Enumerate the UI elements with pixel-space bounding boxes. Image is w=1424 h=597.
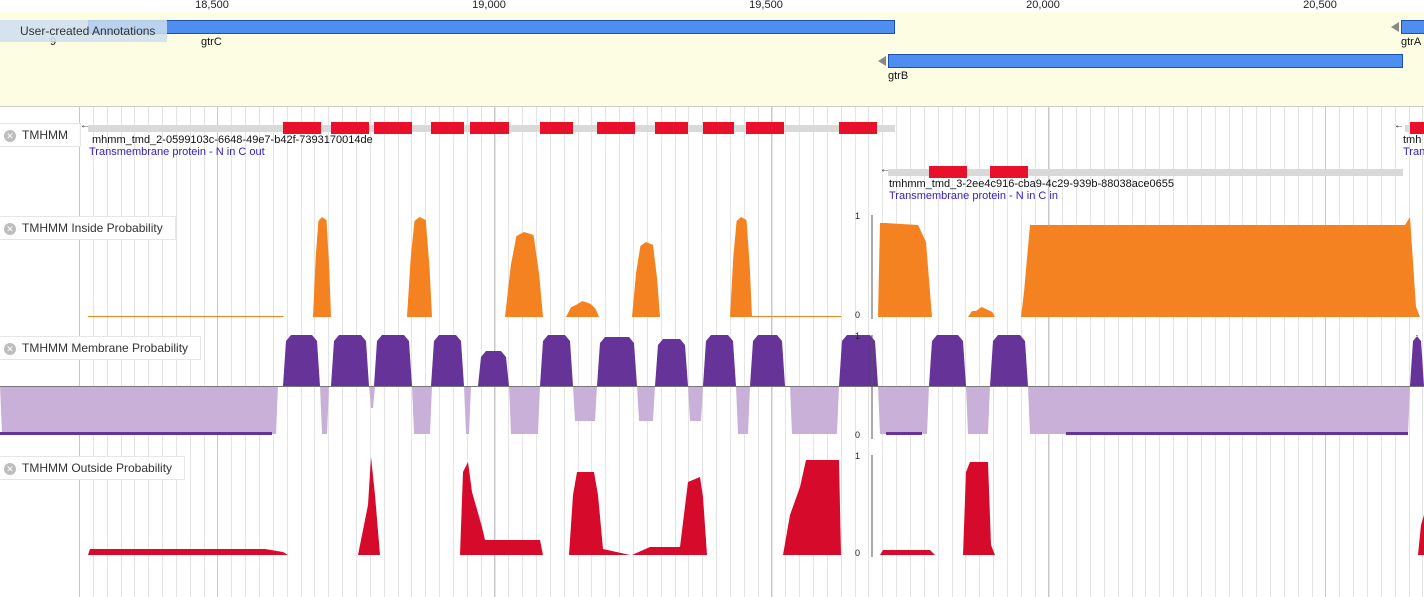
- track-label-text: TMHMM Membrane Probability: [22, 341, 189, 355]
- tm-segment[interactable]: [990, 166, 1028, 178]
- membrane-scale-max: 1: [855, 331, 861, 341]
- feature-gtrC-label: gtrC: [201, 36, 222, 48]
- close-icon[interactable]: ✕: [4, 129, 16, 142]
- track-label-text: TMHMM: [22, 128, 68, 142]
- strand-arrow-icon: ←: [880, 164, 890, 175]
- ruler-tick-label: 19,500: [749, 0, 783, 11]
- tm-segment[interactable]: [839, 122, 877, 134]
- tm-segment[interactable]: [431, 122, 464, 134]
- track-label-text: TMHMM Outside Probability: [22, 461, 173, 475]
- tm-segment[interactable]: [703, 122, 734, 134]
- tmhmm-feature-3-name[interactable]: tmh: [1403, 134, 1422, 146]
- tm-segment[interactable]: [746, 122, 784, 134]
- outside-scale-min: 0: [855, 548, 861, 558]
- tm-segment[interactable]: [655, 122, 688, 134]
- ruler-tick-label: 19,000: [472, 0, 506, 11]
- tmhmm-feature-3-description: Tran: [1403, 146, 1424, 158]
- track-label-text: TMHMM Inside Probability: [22, 221, 163, 235]
- tmhmm-feature-1-name[interactable]: mhmm_tmd_2-0599103c-6648-49e7-b42f-73931…: [92, 134, 373, 146]
- outside-scale-max: 1: [855, 451, 861, 461]
- strand-arrow-icon: [1391, 22, 1399, 32]
- feature-gtrB[interactable]: [888, 54, 1403, 68]
- strand-arrow-icon: [878, 56, 886, 66]
- close-icon[interactable]: ✕: [4, 222, 16, 235]
- close-icon[interactable]: ✕: [4, 462, 16, 475]
- inside-probability-plot[interactable]: [0, 207, 1424, 327]
- tm-segment[interactable]: [374, 122, 412, 134]
- membrane-scale-min: 0: [855, 430, 861, 440]
- tm-segment[interactable]: [283, 122, 321, 134]
- tmhmm-feature-2-name[interactable]: tmhmm_tmd_3-2ee4c916-cba9-4c29-939b-8803…: [889, 178, 1174, 190]
- tm-segment[interactable]: [597, 122, 635, 134]
- track-label-membrane-probability[interactable]: ✕ TMHMM Membrane Probability: [0, 336, 202, 360]
- feature-gtrA-label: gtrA: [1401, 36, 1422, 48]
- inside-scale-max: 1: [855, 211, 861, 221]
- tm-segment[interactable]: [929, 166, 967, 178]
- feature-gtrC[interactable]: [88, 20, 895, 34]
- membrane-probability-plot[interactable]: [0, 327, 1424, 447]
- feature-gtrB-label: gtrB: [888, 70, 909, 82]
- ruler-tick-label: 20,000: [1026, 0, 1060, 11]
- ruler-tick-label: 20,500: [1303, 0, 1337, 11]
- track-label-text: User-created Annotations: [20, 24, 156, 38]
- inside-scale-min: 0: [855, 310, 861, 320]
- tm-segment[interactable]: [540, 122, 573, 134]
- close-icon[interactable]: ✕: [4, 342, 16, 355]
- track-label-user-annotations[interactable]: User-created Annotations: [0, 20, 168, 42]
- tmhmm-track[interactable]: ← mhmm_tmd_2-0599103c-6648-49e7-b42f-739…: [0, 107, 1424, 207]
- track-label-tmhmm[interactable]: ✕ TMHMM: [0, 123, 81, 147]
- ruler-tick-label: 18,500: [195, 0, 229, 11]
- tmhmm-feature-1-description: Transmembrane protein - N in C out: [89, 146, 265, 158]
- feature-gtrA[interactable]: [1401, 20, 1424, 34]
- truncated-feature-label: 9: [50, 36, 57, 48]
- strand-arrow-icon: ←: [1394, 120, 1404, 131]
- user-annotations-track[interactable]: gtrC gtrB gtrA 9: [0, 12, 1424, 107]
- strand-arrow-icon: ←: [80, 120, 90, 131]
- track-label-inside-probability[interactable]: ✕ TMHMM Inside Probability: [0, 216, 176, 240]
- outside-probability-plot[interactable]: [0, 447, 1424, 597]
- tm-segment[interactable]: [470, 122, 509, 134]
- tm-segment[interactable]: [331, 122, 369, 134]
- tmhmm-feature-2-description: Transmembrane protein - N in C in: [889, 190, 1058, 202]
- track-label-outside-probability[interactable]: ✕ TMHMM Outside Probability: [0, 456, 186, 480]
- tm-segment[interactable]: [1410, 122, 1424, 134]
